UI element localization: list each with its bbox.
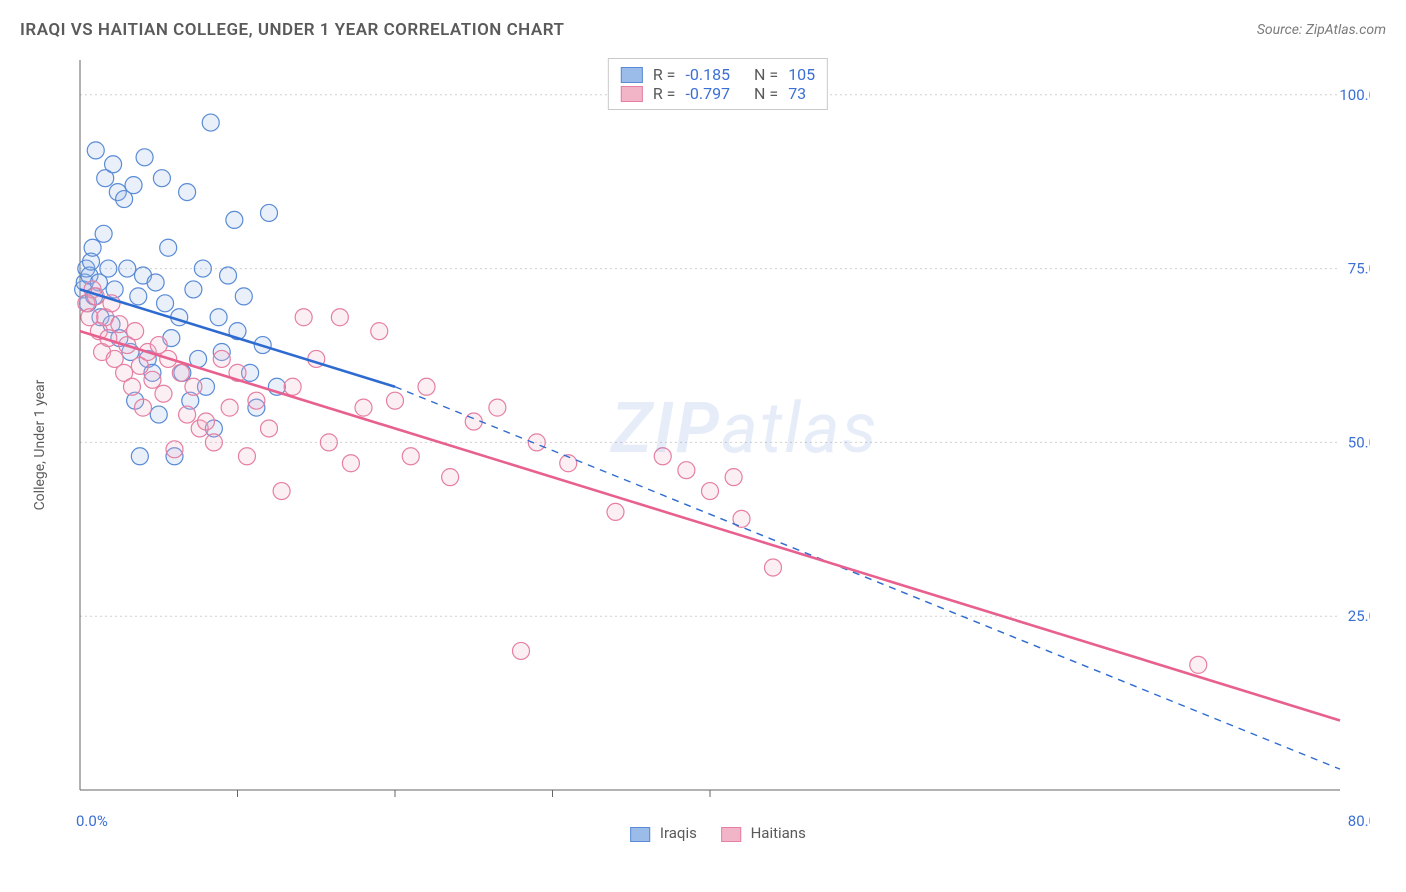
svg-text:100.0%: 100.0%	[1339, 86, 1370, 104]
svg-text:80.0%: 80.0%	[1348, 812, 1370, 830]
r-value-iraqis: -0.185	[685, 65, 730, 84]
source-attribution: Source: ZipAtlas.com	[1257, 22, 1386, 38]
chart-container: College, Under 1 year 25.0%50.0%75.0%100…	[50, 50, 1386, 840]
legend-row-iraqis: R = -0.185 N = 105	[621, 65, 815, 84]
legend-item-iraqis: Iraqis	[630, 824, 697, 842]
n-value-iraqis: 105	[788, 65, 815, 84]
svg-text:50.0%: 50.0%	[1348, 433, 1370, 451]
legend-item-haitians: Haitians	[721, 824, 806, 842]
svg-text:75.0%: 75.0%	[1348, 260, 1370, 278]
legend-row-haitians: R = -0.797 N = 73	[621, 84, 815, 103]
y-axis-label: College, Under 1 year	[32, 380, 48, 511]
n-value-haitians: 73	[788, 84, 806, 103]
legend-label: Haitians	[751, 824, 806, 842]
svg-text:25.0%: 25.0%	[1348, 607, 1370, 625]
swatch-iraqis-icon	[621, 67, 643, 83]
chart-title: IRAQI VS HAITIAN COLLEGE, UNDER 1 YEAR C…	[20, 20, 564, 40]
scatter-chart: 25.0% 50.0% 75.0% 100.0% 0.0% 80.0%	[50, 50, 1370, 840]
n-label: N =	[754, 65, 778, 84]
legend-label: Iraqis	[660, 824, 697, 842]
swatch-haitians-icon	[721, 827, 741, 842]
n-label: N =	[754, 84, 778, 103]
r-label: R =	[653, 84, 676, 103]
swatch-iraqis-icon	[630, 827, 650, 842]
r-value-haitians: -0.797	[685, 84, 730, 103]
correlation-legend: R = -0.185 N = 105 R = -0.797 N = 73	[608, 58, 828, 110]
svg-text:0.0%: 0.0%	[76, 812, 108, 830]
series-legend: Iraqis Haitians	[630, 824, 806, 842]
swatch-haitians-icon	[621, 86, 643, 102]
r-label: R =	[653, 65, 676, 84]
